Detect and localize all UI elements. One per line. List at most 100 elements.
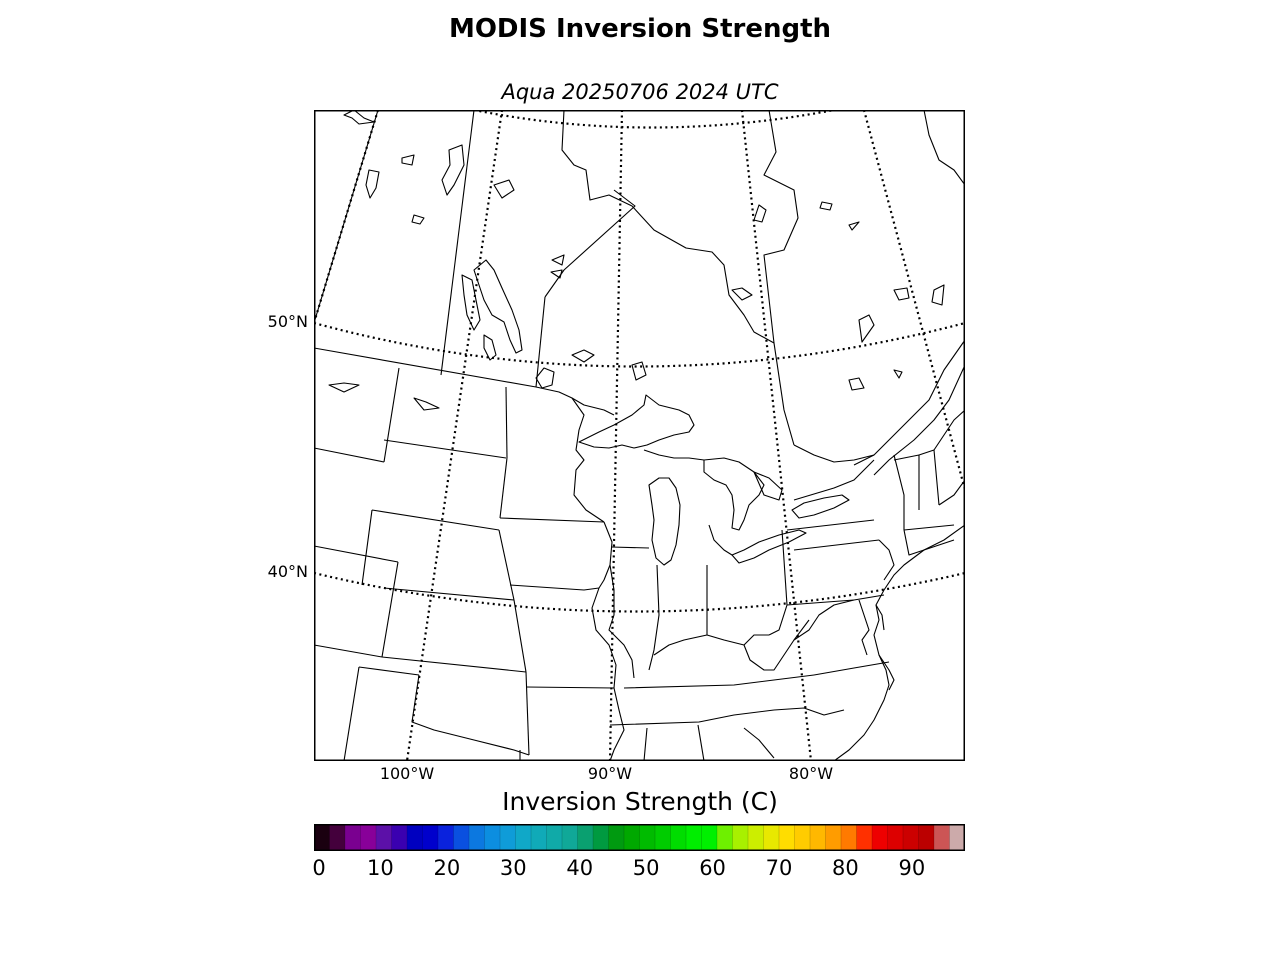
small-lake-qc-east4 — [893, 369, 903, 379]
lat-label-40n: 40°N — [267, 562, 308, 581]
colorbar-swatch — [949, 824, 965, 851]
colorbar-swatch — [422, 824, 439, 851]
canada-us-border-west — [314, 347, 537, 388]
ny-nj — [878, 539, 895, 581]
colorbar-swatch — [825, 824, 842, 851]
map-border — [314, 110, 965, 761]
michigan-thumb — [708, 524, 733, 556]
colorbar-swatch — [562, 824, 579, 851]
missouri-east — [591, 587, 617, 689]
colorbar-swatch — [717, 824, 734, 851]
colorbar-swatch — [391, 824, 408, 851]
great-lakes — [578, 394, 850, 566]
colorbar-swatch — [918, 824, 935, 851]
colorbar-swatch — [701, 824, 718, 851]
longitude-line-80w — [740, 110, 813, 761]
small-lake-1 — [401, 154, 415, 166]
lon-label-80w: 80°W — [788, 764, 834, 783]
colorbar-swatch — [903, 824, 920, 851]
wisconsin-illinois — [610, 546, 650, 549]
atlantic-coast — [833, 524, 965, 761]
maine-coast — [938, 479, 965, 506]
colorbar-border — [314, 824, 965, 851]
nebraska-south-border — [383, 587, 515, 601]
colorbar-swatch — [329, 824, 346, 851]
latitude-line-60n — [473, 110, 835, 129]
mississippi-alabama — [643, 727, 648, 761]
new-york-border — [793, 459, 875, 501]
nh-maine — [918, 449, 940, 506]
small-lake-5 — [571, 349, 595, 363]
colorbar-swatch — [608, 824, 625, 851]
canada-boundaries — [314, 110, 965, 476]
colorbar-swatch — [779, 824, 796, 851]
colorbar-swatch — [500, 824, 517, 851]
colorbar-swatch — [515, 824, 532, 851]
colorbar-swatch — [872, 824, 889, 851]
wyoming-east-border — [361, 509, 373, 586]
mass-border — [903, 524, 955, 531]
colorbar-tick-label: 70 — [765, 856, 793, 880]
colorbar-tick-label: 80 — [832, 856, 859, 880]
sd-south-border — [371, 509, 500, 531]
small-lake-qc-east5 — [753, 204, 767, 223]
colorbar-svg — [314, 824, 965, 851]
nc-outer-banks — [878, 654, 895, 691]
vermont-border — [893, 454, 920, 510]
ohio-south — [706, 634, 769, 646]
colorbar-swatch — [453, 824, 470, 851]
st-lawrence-river — [853, 339, 965, 466]
arkansas-east — [609, 687, 625, 761]
colorbar-swatch — [639, 824, 656, 851]
illinois-indiana — [648, 564, 660, 671]
small-lake-qc-east3 — [848, 377, 865, 391]
colorbar-swatch — [469, 824, 486, 851]
colorbar-swatch — [732, 824, 749, 851]
colorbar-tick-label: 10 — [367, 856, 394, 880]
small-lake-7 — [550, 269, 563, 279]
montana-dakota-border — [383, 367, 400, 463]
colorbar-swatch — [934, 824, 951, 851]
colorado-south — [314, 644, 383, 658]
oklahoma-east — [525, 671, 530, 756]
kentucky-tennessee — [623, 674, 815, 689]
montana-wyoming-border — [314, 447, 385, 463]
kansas-east — [513, 599, 527, 673]
chart-subtitle: Aqua 20250706 2024 UTC — [501, 80, 779, 104]
lon-label-90w: 90°W — [587, 764, 633, 783]
colorbar-swatch — [577, 824, 594, 851]
colorbar-swatch — [887, 824, 904, 851]
wyoming-south-border — [314, 545, 399, 563]
delaware-bay — [875, 604, 885, 631]
map-svg — [314, 110, 965, 761]
small-lake-6 — [551, 254, 565, 266]
wisconsin-border — [571, 397, 605, 523]
gaspe-lake — [893, 287, 910, 301]
lon-label-100w: 100°W — [379, 764, 435, 783]
colorbar-swatch — [856, 824, 873, 851]
longitude-line-100w — [405, 110, 504, 761]
quebec-coast-east — [923, 110, 965, 186]
colorbar-label: Inversion Strength (C) — [502, 787, 778, 816]
colorbar-tick-label: 20 — [433, 856, 461, 880]
small-lake-qc-east2 — [858, 314, 875, 343]
ct-ri — [903, 529, 955, 556]
colorbar-swatch — [531, 824, 548, 851]
iowa-mississippi — [598, 521, 613, 589]
colorbar-swatch — [407, 824, 424, 851]
sask-manitoba-border — [440, 110, 475, 376]
usa-states — [314, 347, 965, 761]
tennessee-south — [609, 709, 775, 726]
oklahoma-west — [343, 666, 360, 761]
colorbar-tick-label: 40 — [566, 856, 594, 880]
colorbar-tick-label: 60 — [699, 856, 726, 880]
graticule — [314, 110, 965, 761]
colorbar-swatch — [593, 824, 610, 851]
nd-minnesota-border — [505, 386, 508, 459]
small-lake-8 — [328, 382, 360, 393]
longitude-line-90w — [608, 110, 624, 761]
lake-erie — [731, 529, 807, 564]
lake-superior — [578, 394, 695, 449]
manitoba-ontario-border — [544, 189, 636, 298]
small-lake-9 — [413, 397, 440, 411]
